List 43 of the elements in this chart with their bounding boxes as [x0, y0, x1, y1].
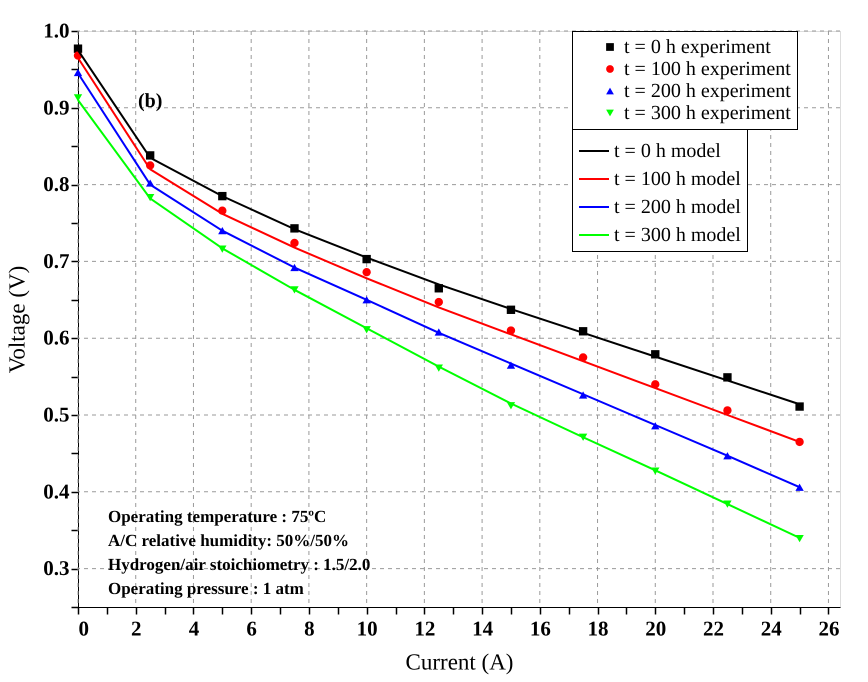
x-tick-label: 22: [703, 616, 724, 640]
point: [362, 268, 371, 276]
y-tick-label: 0.7: [43, 248, 70, 273]
x-axis-title: Current (A): [406, 650, 514, 674]
x-tick-label: 8: [304, 616, 315, 640]
x-tick-label: 12: [414, 616, 436, 640]
x-tick-label: 26: [818, 616, 840, 640]
point: [434, 298, 443, 306]
y-tick-label: 0.6: [43, 326, 70, 350]
x-tick-label: 16: [530, 616, 551, 640]
point: [723, 406, 732, 415]
x-tick-label: 14: [472, 616, 494, 640]
legend-label: t = 200 h experiment: [624, 80, 792, 102]
x-tick-label: 20: [645, 616, 666, 640]
y-tick-label: 0.3: [43, 556, 70, 580]
y-tick-label: 0.4: [43, 479, 70, 504]
y-tick-label: 0.9: [43, 95, 70, 120]
point: [795, 484, 804, 491]
y-tick-label: 1.0: [43, 18, 70, 42]
legend-label: t = 200 h model: [614, 196, 742, 218]
x-tick-label: 24: [760, 616, 782, 640]
annotation: (b): [138, 90, 162, 112]
legend-label: t = 100 h model: [614, 168, 742, 190]
annotation: A/C relative humidity: 50%/50%: [108, 531, 349, 550]
legend-label: t = 300 h experiment: [624, 102, 792, 124]
legend-label: t = 100 h experiment: [624, 58, 792, 80]
point: [290, 238, 299, 248]
annotation: Hydrogen/air stoichiometry : 1.5/2.0: [108, 555, 370, 574]
x-tick-label: 18: [588, 616, 609, 640]
y-axis-title: Voltage (V): [4, 266, 30, 374]
legend-label: t = 300 h model: [614, 224, 742, 246]
x-tick-label: 10: [356, 616, 378, 640]
x-tick-label: 2: [130, 616, 142, 640]
legend-label: t = 0 h model: [614, 140, 722, 162]
annotation: Operating temperature : 75ºC: [108, 507, 326, 526]
y-tick-label: 0.5: [43, 402, 70, 426]
point: [74, 94, 82, 102]
x-tick-label: 4: [188, 616, 200, 640]
x-tick-label: 0: [78, 616, 89, 640]
y-tick-label: 0.8: [43, 172, 70, 196]
annotation: Operating pressure : 1 atm: [108, 579, 304, 598]
legend-label: t = 0 h experiment: [624, 36, 772, 58]
x-tick-label: 6: [246, 616, 257, 640]
